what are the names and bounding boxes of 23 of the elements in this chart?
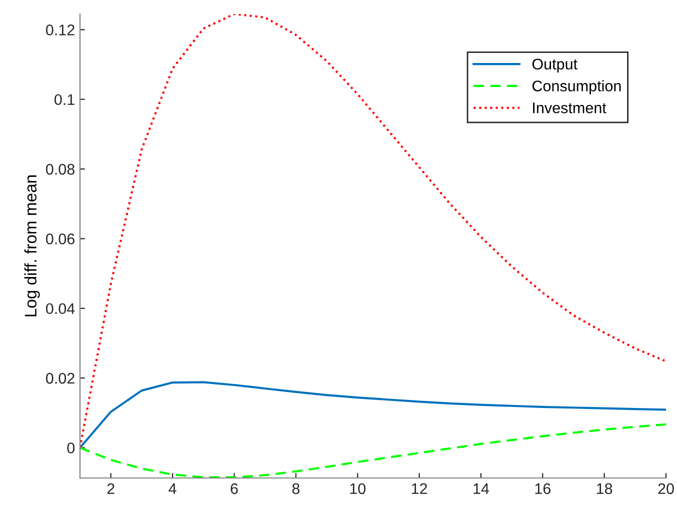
line-series (80, 381, 666, 449)
y-tick-label: 0.04 (46, 303, 75, 314)
x-tick-label: 16 (535, 483, 550, 494)
y-tick-label: 0 (67, 442, 75, 454)
x-tick-label: 4 (168, 483, 176, 494)
y-axis-title: Log diff. from mean (24, 175, 40, 316)
legend-label: Investment (533, 102, 606, 114)
legend-label: Output (532, 58, 578, 73)
y-tick-label: 0.12 (46, 24, 74, 36)
x-tick-label: 18 (596, 483, 612, 494)
x-tick-label: 8 (292, 483, 300, 494)
x-tick-label: 2 (107, 483, 114, 494)
y-tick-label: 0.1 (54, 94, 74, 106)
x-tick-label: 10 (350, 483, 366, 494)
legend-label: Consumption (532, 80, 621, 94)
x-tick-label: 12 (412, 483, 427, 494)
line-series (80, 14, 666, 449)
y-tick-label: 0.02 (46, 372, 74, 384)
x-tick-label: 20 (658, 483, 674, 494)
y-tick-label: 0.06 (46, 234, 74, 244)
y-tick-label: 0.08 (46, 164, 74, 175)
x-tick-label: 6 (230, 483, 238, 494)
x-tick-label: 14 (474, 483, 489, 494)
